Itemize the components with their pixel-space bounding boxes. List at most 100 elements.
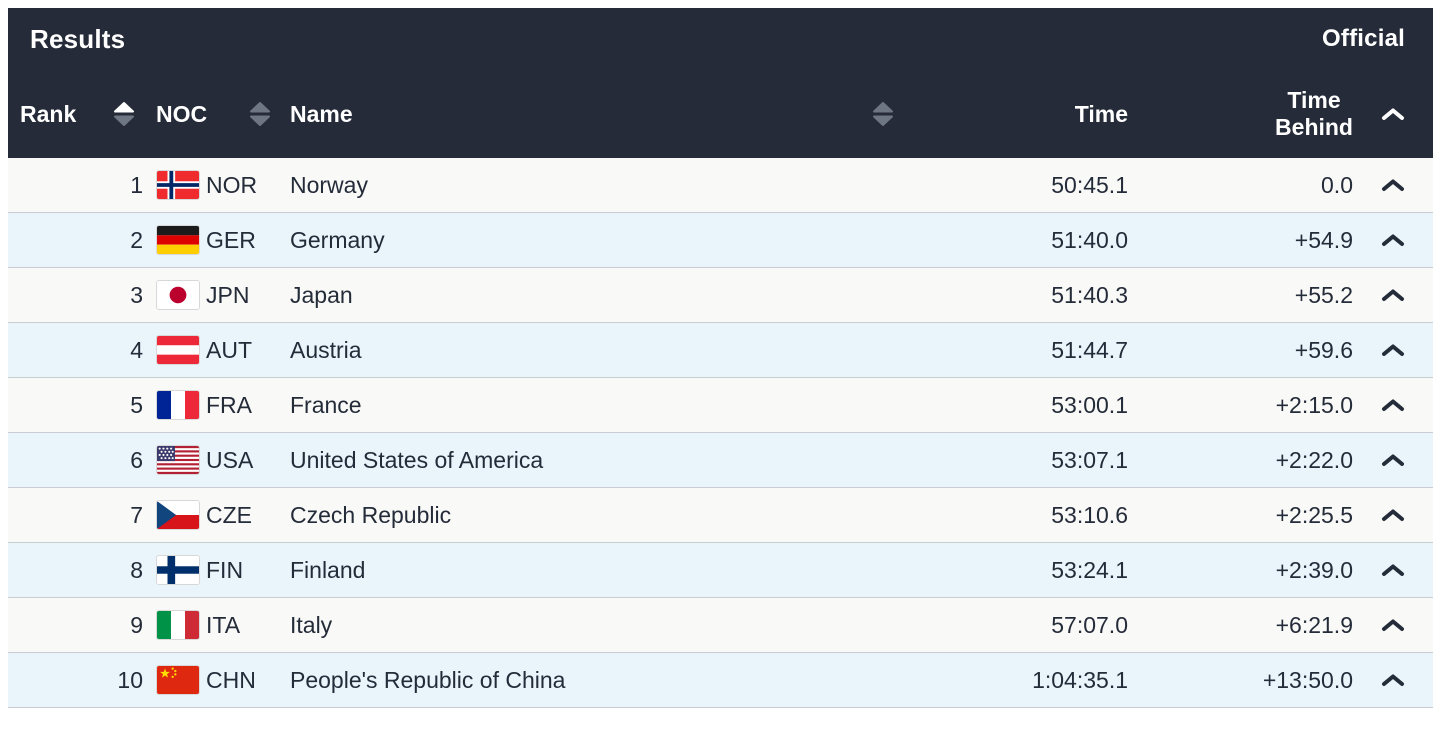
time-value: 53:24.1 — [1051, 556, 1128, 583]
expand-row-button[interactable] — [1353, 618, 1433, 632]
table-row: 1 NOR Norway 50:45.1 0.0 — [8, 158, 1433, 213]
time-behind-value: +54.9 — [1294, 226, 1353, 253]
column-header-time: Time — [913, 70, 1128, 158]
noc-cell: AUT — [148, 335, 278, 365]
column-header-name[interactable]: Name — [278, 70, 913, 158]
expand-row-button[interactable] — [1353, 673, 1433, 687]
country-name: Finland — [290, 556, 366, 583]
noc-cell: USA — [148, 445, 278, 475]
column-label-rank: Rank — [20, 100, 77, 127]
table-row: 10 CHN People's Republic of China 1:04:3… — [8, 653, 1433, 708]
flag-icon-nor — [156, 170, 200, 200]
flag-icon-cze — [156, 500, 200, 530]
noc-cell: FRA — [148, 390, 278, 420]
time-behind-value: +2:39.0 — [1275, 556, 1353, 583]
time-value: 1:04:35.1 — [1032, 666, 1128, 693]
chevron-up-icon — [1381, 288, 1405, 302]
chevron-up-icon — [1381, 508, 1405, 522]
time-behind-value: +2:22.0 — [1275, 446, 1353, 473]
rank-value: 8 — [130, 556, 143, 583]
country-name: Italy — [290, 611, 333, 638]
flag-icon-ita — [156, 610, 200, 640]
column-label-time: Time — [1074, 100, 1128, 127]
results-panel: Results Official Rank NOC — [8, 8, 1433, 708]
table-row: 8 FIN Finland 53:24.1 +2:39.0 — [8, 543, 1433, 598]
column-header-time-behind: Time Behind — [1128, 70, 1353, 158]
country-name: Czech Republic — [290, 501, 452, 528]
country-name: United States of America — [290, 446, 544, 473]
noc-code: CZE — [206, 501, 252, 528]
table-row: 5 FRA France 53:00.1 +2:15.0 — [8, 378, 1433, 433]
country-name: France — [290, 391, 362, 418]
collapse-all-button[interactable] — [1353, 70, 1433, 158]
expand-row-button[interactable] — [1353, 233, 1433, 247]
sort-icon — [873, 101, 893, 127]
header-bar: Results Official — [8, 8, 1433, 70]
table-row: 7 CZE Czech Republic 53:10.6 +2:25.5 — [8, 488, 1433, 543]
country-name: Norway — [290, 171, 368, 198]
expand-row-button[interactable] — [1353, 563, 1433, 577]
status-badge: Official — [1322, 25, 1405, 52]
country-name: People's Republic of China — [290, 666, 566, 693]
time-value: 50:45.1 — [1051, 171, 1128, 198]
time-value: 51:40.3 — [1051, 281, 1128, 308]
rank-value: 2 — [130, 226, 143, 253]
noc-cell: CZE — [148, 500, 278, 530]
expand-row-button[interactable] — [1353, 343, 1433, 357]
country-name: Japan — [290, 281, 353, 308]
column-header-noc[interactable]: NOC — [148, 70, 278, 158]
column-header-rank[interactable]: Rank — [8, 70, 148, 158]
chevron-up-icon — [1381, 453, 1405, 467]
sort-icon — [250, 101, 270, 127]
expand-row-button[interactable] — [1353, 288, 1433, 302]
time-behind-value: +6:21.9 — [1275, 611, 1353, 638]
time-value: 57:07.0 — [1051, 611, 1128, 638]
table-row: 2 GER Germany 51:40.0 +54.9 — [8, 213, 1433, 268]
flag-icon-fra — [156, 390, 200, 420]
chevron-up-icon — [1381, 343, 1405, 357]
rank-value: 1 — [130, 171, 143, 198]
rank-value: 7 — [130, 501, 143, 528]
sort-icon — [114, 101, 134, 127]
noc-cell: CHN — [148, 665, 278, 695]
chevron-up-icon — [1381, 673, 1405, 687]
flag-icon-fin — [156, 555, 200, 585]
time-behind-value: +2:15.0 — [1275, 391, 1353, 418]
expand-row-button[interactable] — [1353, 178, 1433, 192]
time-behind-value: +59.6 — [1294, 336, 1353, 363]
chevron-up-icon — [1381, 563, 1405, 577]
chevron-up-icon — [1381, 233, 1405, 247]
noc-code: ITA — [206, 611, 241, 638]
time-behind-value: +55.2 — [1294, 281, 1353, 308]
expand-row-button[interactable] — [1353, 508, 1433, 522]
noc-code: JPN — [206, 281, 250, 308]
noc-cell: FIN — [148, 555, 278, 585]
expand-row-button[interactable] — [1353, 453, 1433, 467]
noc-cell: JPN — [148, 280, 278, 310]
table-row: 3 JPN Japan 51:40.3 +55.2 — [8, 268, 1433, 323]
page-title: Results — [30, 23, 126, 54]
flag-icon-ger — [156, 225, 200, 255]
rank-value: 5 — [130, 391, 143, 418]
chevron-up-icon — [1381, 178, 1405, 192]
time-behind-value: +2:25.5 — [1275, 501, 1353, 528]
noc-code: FRA — [206, 391, 252, 418]
time-value: 53:10.6 — [1051, 501, 1128, 528]
country-name: Austria — [290, 336, 362, 363]
noc-code: GER — [206, 226, 256, 253]
noc-code: CHN — [206, 666, 256, 693]
table-row: 4 AUT Austria 51:44.7 +59.6 — [8, 323, 1433, 378]
rank-value: 10 — [117, 666, 143, 693]
country-name: Germany — [290, 226, 385, 253]
time-value: 53:00.1 — [1051, 391, 1128, 418]
noc-code: FIN — [206, 556, 244, 583]
time-value: 51:40.0 — [1051, 226, 1128, 253]
expand-row-button[interactable] — [1353, 398, 1433, 412]
flag-icon-jpn — [156, 280, 200, 310]
time-value: 53:07.1 — [1051, 446, 1128, 473]
chevron-up-icon — [1381, 618, 1405, 632]
rank-value: 3 — [130, 281, 143, 308]
column-label-name: Name — [290, 100, 353, 127]
chevron-up-icon — [1381, 398, 1405, 412]
time-behind-value: +13:50.0 — [1262, 666, 1353, 693]
